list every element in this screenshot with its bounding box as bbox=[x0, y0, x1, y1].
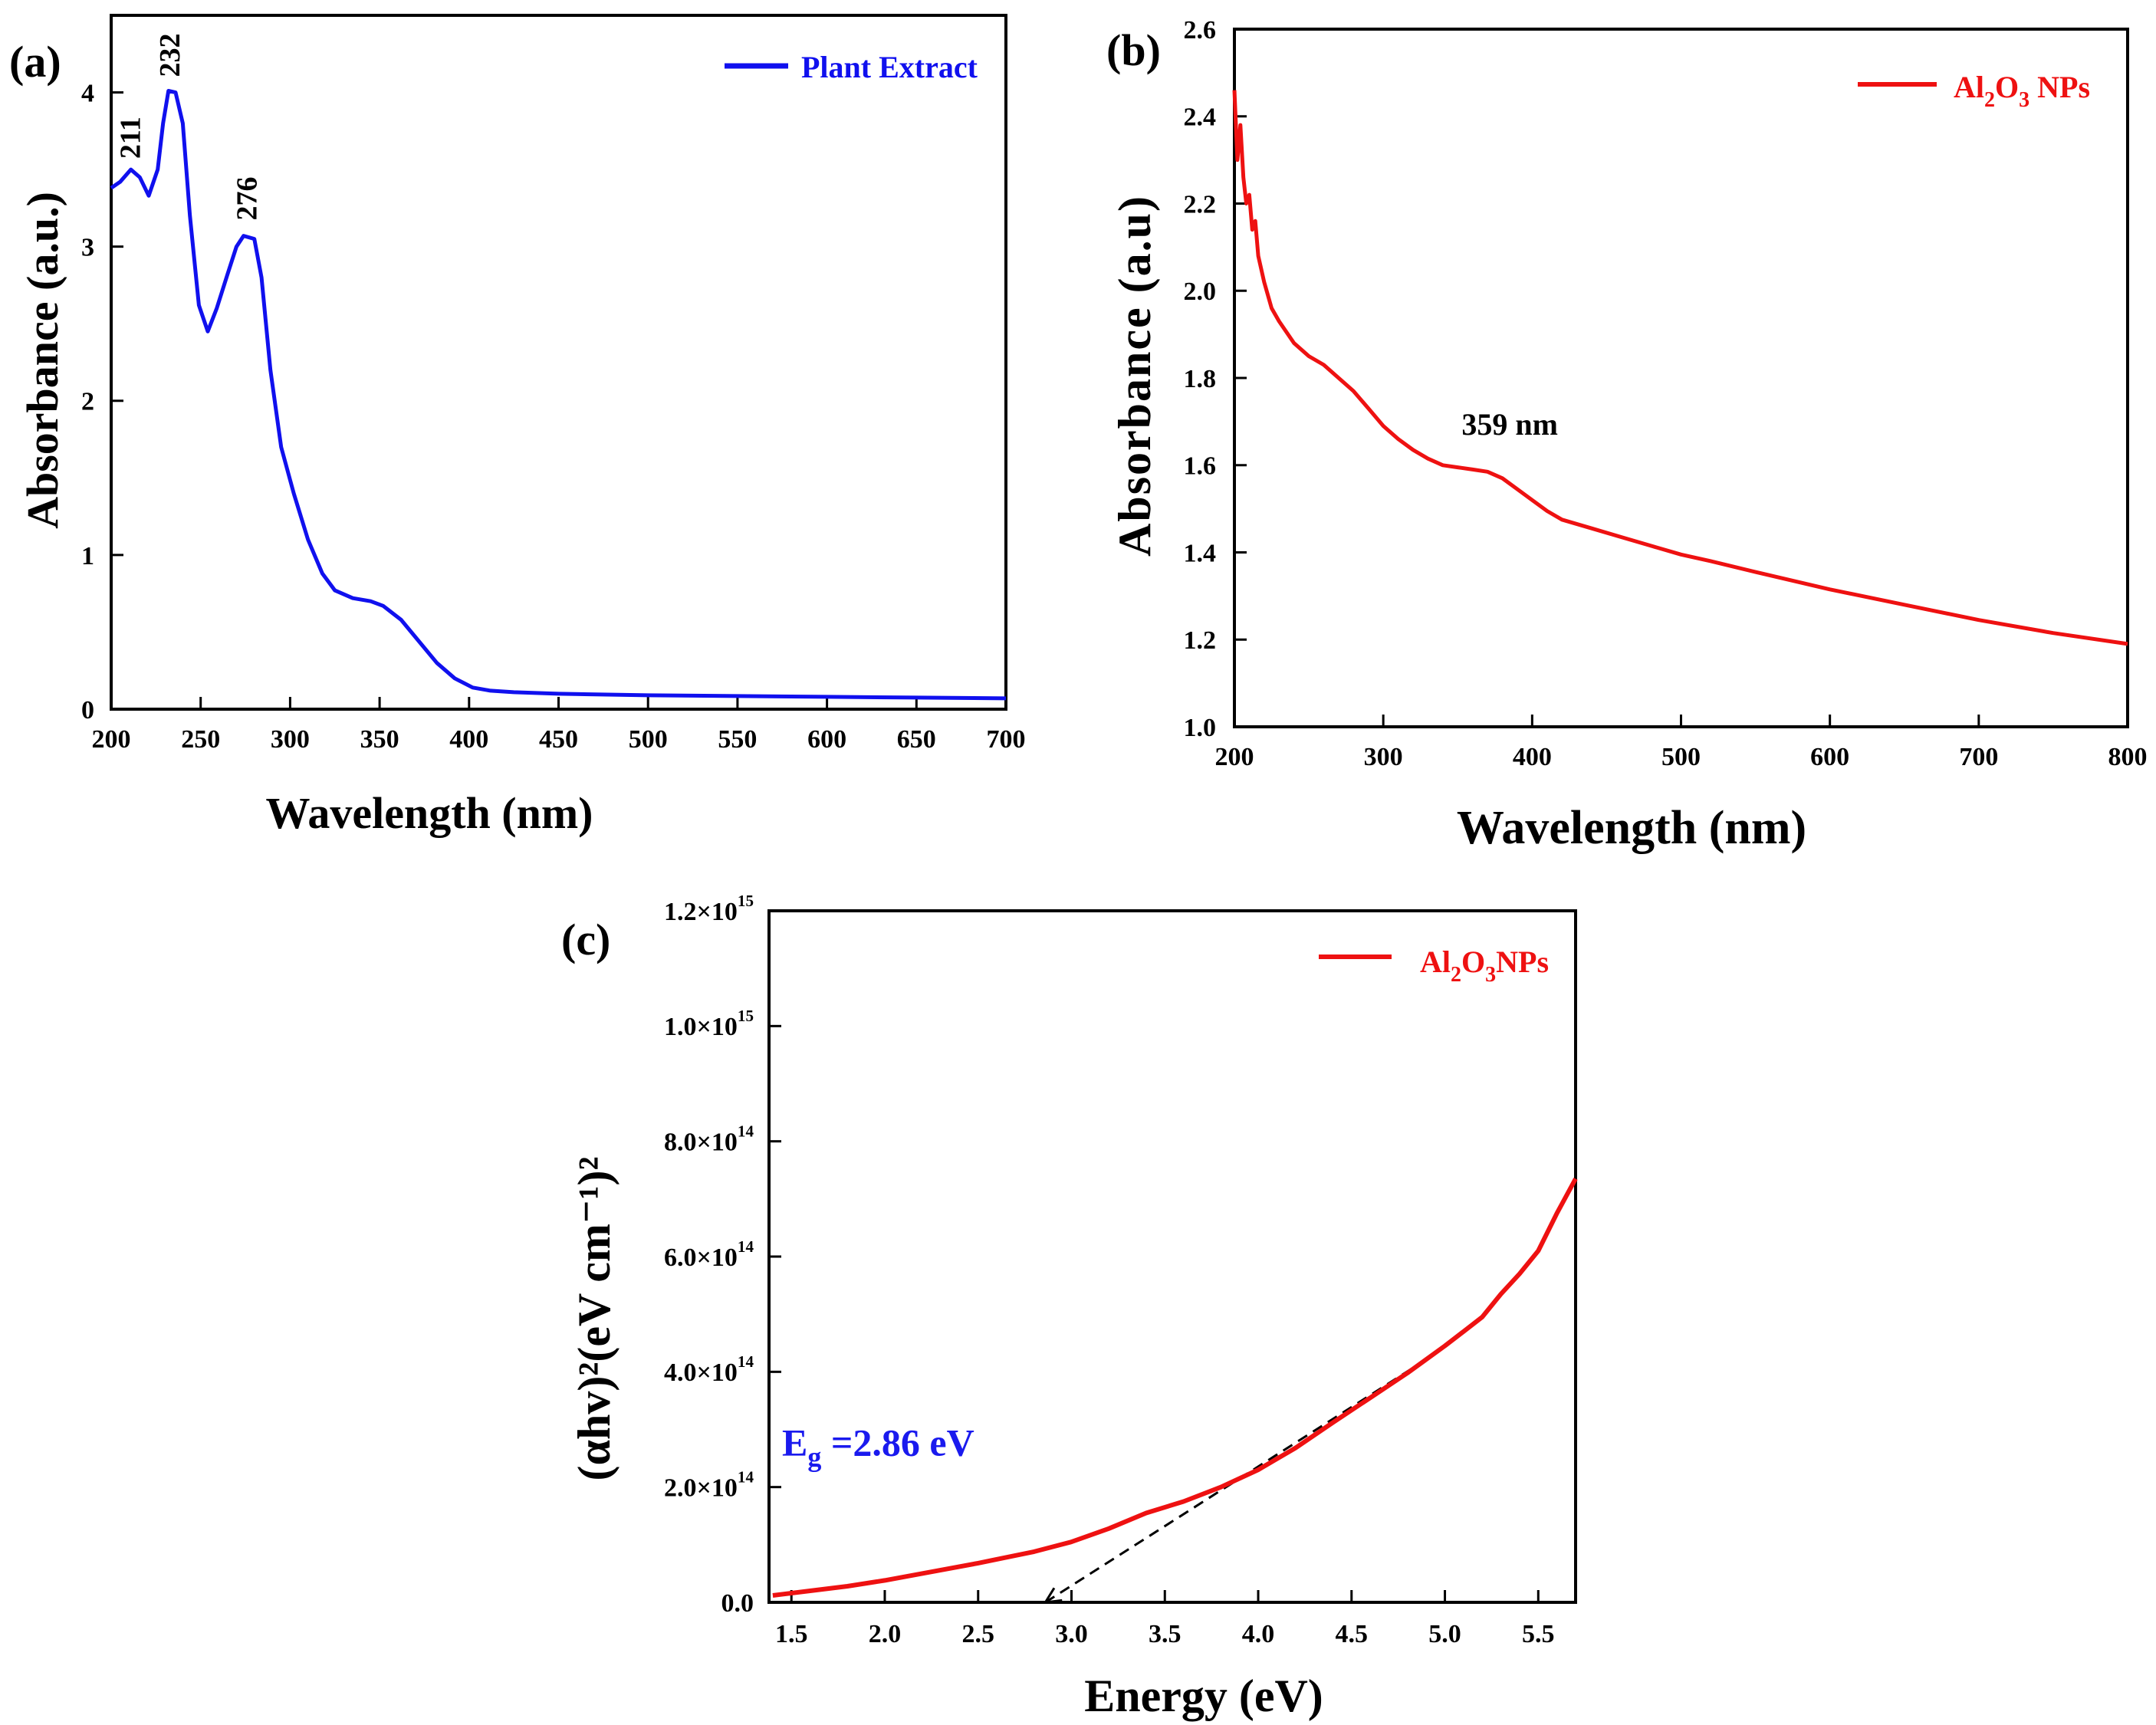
x-tick-label: 5.5 bbox=[1522, 1620, 1555, 1648]
x-tick-label: 3.0 bbox=[1055, 1620, 1088, 1648]
y-tick-label: 6.0×1014 bbox=[664, 1237, 754, 1272]
y-tick-label: 0 bbox=[81, 696, 94, 724]
panel-c-annotations: Eg =2.86 eV bbox=[782, 1421, 974, 1472]
x-tick-label: 650 bbox=[897, 725, 936, 754]
peak-label: 276 bbox=[231, 177, 263, 221]
y-tick-label: 1.6 bbox=[1184, 452, 1217, 481]
x-tick-label: 2.5 bbox=[961, 1620, 994, 1648]
y-tick-label: 1.4 bbox=[1184, 539, 1217, 567]
x-tick-label: 2.0 bbox=[869, 1620, 902, 1648]
x-tick-label: 600 bbox=[807, 725, 846, 754]
panel-b-series bbox=[1232, 90, 2128, 646]
y-tick-label: 4 bbox=[81, 79, 94, 107]
peak-label: 211 bbox=[115, 117, 147, 159]
panel-a-annotations: 211 232 276 bbox=[115, 34, 264, 221]
y-tick-label: 4.0×1014 bbox=[664, 1352, 754, 1387]
x-tick-label: 800 bbox=[2108, 743, 2148, 771]
x-tick-label: 3.5 bbox=[1149, 1620, 1182, 1648]
x-tick-label: 400 bbox=[1513, 743, 1552, 771]
x-tick-label: 450 bbox=[539, 725, 578, 754]
y-tick-label: 0.0 bbox=[721, 1589, 754, 1618]
panel-b-al2o3-absorbance: (b) Wavelength (nm) Absorbance (a.u) 200… bbox=[1106, 16, 2148, 854]
panel-c-ylabel: (αhv)²(eV cm⁻¹)² bbox=[569, 1157, 620, 1481]
panel-c-series bbox=[772, 1178, 1578, 1598]
x-tick-label: 400 bbox=[449, 725, 488, 754]
panel-b-ylabel: Absorbance (a.u) bbox=[1109, 195, 1160, 557]
x-tick-label: 200 bbox=[1215, 743, 1254, 771]
peak-label: 359 nm bbox=[1461, 407, 1558, 442]
x-tick-label: 250 bbox=[181, 725, 220, 754]
panel-a-ylabel: Absorbance (a.u.) bbox=[18, 192, 67, 529]
panel-c-axes: 1.5 2.0 2.5 3.0 3.5 4.0 4.5 5.0 5.5 0.0 2.0×1014 4.… bbox=[664, 892, 1577, 1648]
panel-c-label: (c) bbox=[561, 915, 610, 964]
y-tick-label: 2.0×1014 bbox=[664, 1468, 754, 1503]
panel-b-legend: Al2O3 NPs bbox=[1858, 70, 2090, 112]
x-tick-label: 500 bbox=[629, 725, 668, 754]
y-tick-label: 8.0×1014 bbox=[664, 1122, 754, 1157]
panel-b-annotations: 359 nm bbox=[1461, 407, 1558, 442]
y-tick-label: 1.2×1015 bbox=[664, 892, 754, 926]
x-tick-label: 600 bbox=[1810, 743, 1849, 771]
x-tick-label: 350 bbox=[360, 725, 399, 754]
x-tick-label: 5.0 bbox=[1428, 1620, 1461, 1648]
legend-label-plant-extract: Plant Extract bbox=[801, 50, 978, 84]
y-tick-label: 1.0×1015 bbox=[664, 1007, 754, 1041]
x-tick-label: 200 bbox=[92, 725, 131, 754]
x-tick-label: 700 bbox=[1959, 743, 1998, 771]
y-tick-label: 1.0 bbox=[1184, 714, 1217, 742]
legend-label-al2o3-nps: Al2O3 NPs bbox=[1954, 70, 2090, 112]
panel-a-xlabel: Wavelength (nm) bbox=[266, 788, 593, 838]
x-tick-label: 300 bbox=[271, 725, 310, 754]
series-line bbox=[1232, 90, 2128, 646]
y-tick-label: 1.2 bbox=[1184, 626, 1217, 655]
panel-c-xlabel: Energy (eV) bbox=[1084, 1671, 1323, 1721]
y-tick-label: 1 bbox=[81, 542, 94, 570]
x-tick-label: 550 bbox=[718, 725, 757, 754]
y-tick-label: 2.4 bbox=[1184, 104, 1217, 132]
panel-c-legend: Al2O3NPs bbox=[1319, 945, 1549, 987]
x-tick-label: 1.5 bbox=[775, 1620, 808, 1648]
panel-a-axes: 200 250 300 350 400 450 500 550 600 650 700 0 1 2 3 4 bbox=[81, 14, 1026, 754]
panel-c-tauc-plot: (c) Energy (eV) (αhv)²(eV cm⁻¹)² 1.5 2.0 2… bbox=[561, 892, 1578, 1721]
peak-label: 232 bbox=[154, 34, 186, 77]
y-tick-label: 3 bbox=[81, 234, 94, 262]
panel-a-series bbox=[110, 89, 1007, 701]
y-tick-label: 2.0 bbox=[1184, 278, 1217, 306]
band-gap-label: Eg =2.86 eV bbox=[782, 1421, 974, 1472]
x-tick-label: 300 bbox=[1364, 743, 1403, 771]
x-tick-label: 500 bbox=[1661, 743, 1701, 771]
series-line bbox=[110, 89, 1007, 701]
series-line bbox=[772, 1178, 1578, 1598]
tangent-arrowhead bbox=[1043, 1587, 1063, 1604]
panel-b-label: (b) bbox=[1106, 25, 1161, 75]
legend-label-al2o3nps: Al2O3NPs bbox=[1420, 945, 1549, 987]
panel-a-legend: Plant Extract bbox=[725, 50, 978, 84]
x-tick-label: 700 bbox=[987, 725, 1026, 754]
panel-b-axes: 200 300 400 500 600 700 800 1.0 1.2 1.4 1.6 1.8 2.0 2… bbox=[1184, 16, 2148, 771]
plot-frame bbox=[767, 909, 1577, 1604]
x-tick-label: 4.5 bbox=[1336, 1620, 1369, 1648]
y-tick-label: 2.6 bbox=[1184, 16, 1217, 44]
panel-a-plant-extract: (a) Wavelength (nm) Absorbance (a.u.) 20… bbox=[9, 14, 1026, 838]
panel-a-label: (a) bbox=[9, 37, 61, 87]
panel-b-xlabel: Wavelength (nm) bbox=[1457, 802, 1806, 854]
y-tick-label: 1.8 bbox=[1184, 365, 1217, 393]
plot-frame bbox=[110, 14, 1007, 711]
y-tick-label: 2 bbox=[81, 388, 94, 416]
x-tick-label: 4.0 bbox=[1242, 1620, 1275, 1648]
y-tick-label: 2.2 bbox=[1184, 190, 1217, 219]
